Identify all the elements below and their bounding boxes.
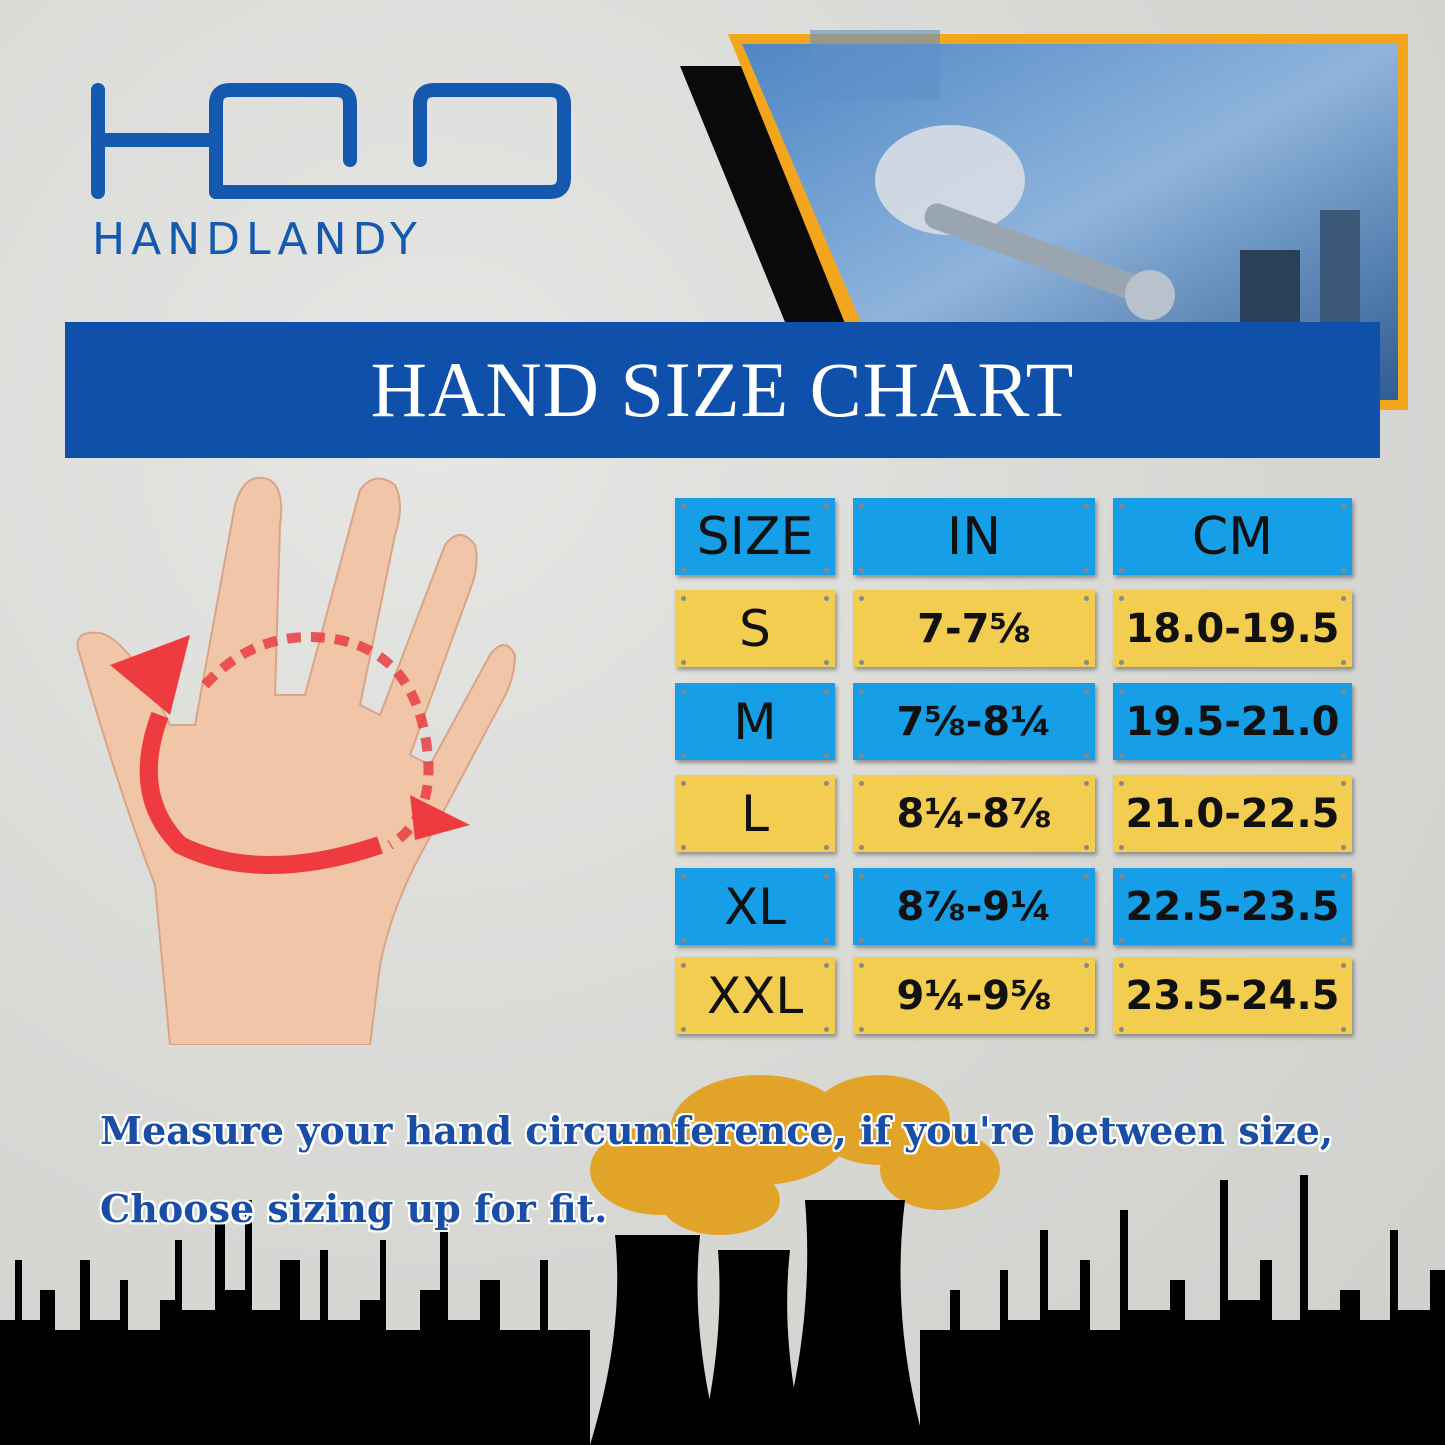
hand-measure-illustration [76, 476, 517, 1045]
cm-cell: 22.5-23.5 [1113, 868, 1352, 945]
inch-cell: 7-7⅝ [853, 590, 1095, 667]
size-cell: S [675, 590, 835, 667]
size-cell: M [675, 683, 835, 760]
header-in: IN [853, 498, 1095, 575]
cm-cell: 18.0-19.5 [1113, 590, 1352, 667]
sizing-note: Measure your hand circumference, if you'… [100, 1092, 1420, 1248]
brand-name: HANDLANDY [92, 214, 423, 265]
inch-cell: 9¼-9⅝ [853, 957, 1095, 1034]
measure-arrow-icon [110, 632, 470, 874]
size-cell: XL [675, 868, 835, 945]
inch-cell: 8⅞-9¼ [853, 868, 1095, 945]
title-banner: HAND SIZE CHART [65, 322, 1380, 458]
factory-skyline [0, 1075, 1445, 1445]
sizing-note-line-1: Measure your hand circumference, if you'… [100, 1108, 1334, 1153]
cm-cell: 23.5-24.5 [1113, 957, 1352, 1034]
inch-cell: 8¼-8⅞ [853, 775, 1095, 852]
header-cm: CM [1113, 498, 1352, 575]
header-size: SIZE [675, 498, 835, 575]
brand-logo [91, 83, 571, 199]
sizing-note-line-2: Choose sizing up for fit. [100, 1186, 608, 1231]
cm-cell: 21.0-22.5 [1113, 775, 1352, 852]
size-cell: L [675, 775, 835, 852]
size-cell: XXL [675, 957, 835, 1034]
inch-cell: 7⅝-8¼ [853, 683, 1095, 760]
page-title: HAND SIZE CHART [370, 346, 1075, 433]
cm-cell: 19.5-21.0 [1113, 683, 1352, 760]
